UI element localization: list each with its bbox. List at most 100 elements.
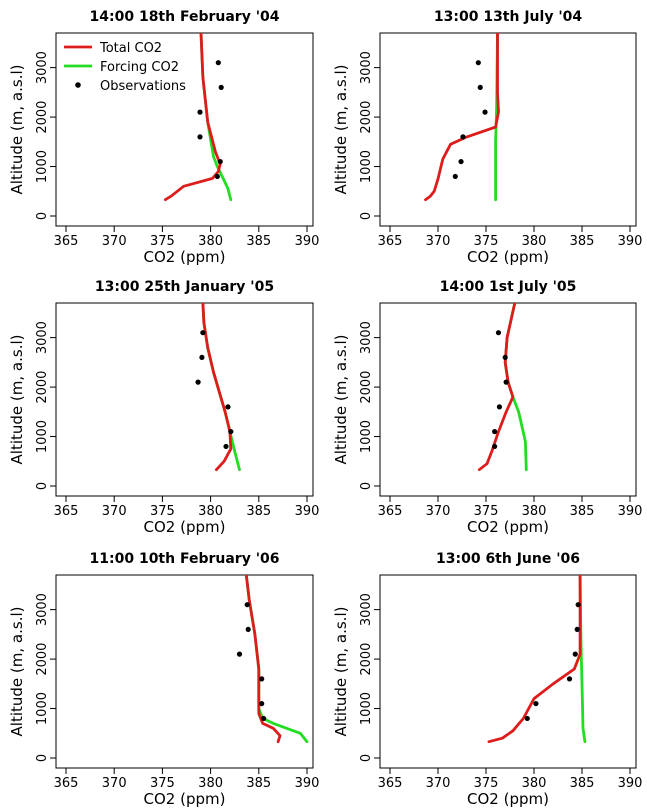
observation-point (566, 676, 573, 682)
plot-area (477, 303, 528, 472)
y-tick-label: 3000 (35, 51, 50, 84)
observation-point (575, 602, 581, 608)
y-axis-label: Altitude (m, a.s.l) (332, 65, 350, 195)
x-tick-label: 380 (198, 776, 223, 791)
plot-frame (55, 302, 314, 497)
x-tick-label: 365 (54, 504, 79, 519)
observation-point (228, 428, 234, 435)
x-tick-label: 365 (54, 776, 79, 791)
observation-point (496, 404, 503, 410)
panel-title: 11:00 10th February '06 (90, 551, 280, 567)
observation-point (452, 173, 458, 180)
x-axis-label: CO2 (ppm) (467, 248, 549, 266)
observation-point (502, 354, 508, 361)
observation-point (503, 379, 509, 385)
chart-panel-3: 13:00 25th January '05 365 370 375 380 385 390… (8, 279, 319, 536)
x-tick-label: 375 (474, 234, 499, 249)
observation-point (460, 134, 466, 140)
y-axis-label: Altitude (m, a.s.l) (8, 607, 26, 737)
x-tick-label: 385 (570, 234, 595, 249)
y-tick-label: 0 (35, 754, 50, 762)
chart-panel-5: 11:00 10th February '06 365 370 375 380 385 39… (8, 551, 319, 808)
x-tick-label: 370 (426, 234, 451, 249)
x-axis-label: CO2 (ppm) (467, 518, 549, 536)
x-tick-label: 370 (102, 234, 127, 249)
x-tick-label: 380 (198, 504, 223, 519)
total-co2-line (201, 303, 233, 472)
x-tick-label: 370 (102, 776, 127, 791)
y-axis-label: Altitude (m, a.s.l) (332, 335, 350, 465)
panel-title: 13:00 25th January '05 (95, 279, 274, 295)
y-tick-label: 1000 (359, 420, 374, 453)
y-tick-label: 1000 (35, 692, 50, 725)
y-tick-label: 1000 (35, 150, 50, 183)
chart-panel-6: 13:00 6th June '06 365 370 375 380 385 390 0 100… (332, 551, 642, 808)
x-tick-label: 380 (198, 234, 223, 249)
forcing-co2-line (244, 575, 309, 744)
x-tick-label: 390 (618, 504, 643, 519)
chart-panel-2: 13:00 13th July '04 365 370 375 380 385 390 0 10… (332, 9, 642, 266)
x-axis-label: CO2 (ppm) (467, 790, 549, 808)
total-co2-line (244, 575, 282, 744)
observation-point (492, 443, 498, 450)
y-tick-label: 1000 (35, 420, 50, 453)
panel-title: 13:00 6th June '06 (436, 551, 580, 567)
x-tick-label: 385 (246, 504, 271, 519)
y-tick-label: 3000 (359, 51, 374, 84)
y-tick-label: 2000 (359, 101, 374, 134)
y-tick-label: 2000 (35, 371, 50, 404)
observation-point (572, 651, 578, 657)
legend-label: Observations (100, 79, 186, 94)
x-tick-label: 380 (522, 776, 547, 791)
y-axis-label: Altitude (m, a.s.l) (8, 335, 26, 465)
observation-point (236, 651, 243, 657)
x-tick-label: 390 (295, 504, 320, 519)
observation-point (477, 84, 483, 91)
x-tick-label: 375 (150, 504, 175, 519)
observation-point (259, 676, 265, 682)
observation-point (223, 443, 229, 450)
y-axis-label: Altitude (m, a.s.l) (332, 607, 350, 737)
x-tick-label: 390 (295, 234, 320, 249)
observation-point (214, 173, 220, 180)
plot-frame (55, 32, 314, 227)
y-tick-label: 2000 (35, 101, 50, 134)
x-tick-label: 385 (246, 776, 271, 791)
plot-frame (379, 574, 637, 769)
y-tick-label: 1000 (359, 150, 374, 183)
x-tick-label: 365 (378, 234, 403, 249)
observation-point (199, 354, 205, 361)
chart-panel-1: 14:00 18th February '04 365 370 375 380 385 39… (8, 9, 319, 266)
observation-point (195, 379, 201, 385)
total-co2-line (487, 575, 582, 744)
observation-point (482, 109, 488, 115)
y-tick-label: 0 (35, 212, 50, 220)
observation-point (244, 602, 250, 608)
x-axis-label: CO2 (ppm) (144, 248, 226, 266)
x-tick-label: 385 (570, 504, 595, 519)
panel-title: 13:00 13th July '04 (434, 9, 582, 25)
plot-area (487, 575, 587, 744)
observation-point (245, 626, 251, 633)
x-tick-label: 375 (474, 504, 499, 519)
observation-point (197, 109, 203, 115)
observation-point (261, 715, 267, 722)
observation-point (197, 134, 203, 140)
legend-swatch-point (75, 82, 81, 88)
x-tick-label: 375 (150, 234, 175, 249)
observation-point (217, 158, 223, 165)
y-tick-label: 2000 (359, 643, 374, 676)
x-tick-label: 370 (426, 776, 451, 791)
observation-point (200, 330, 206, 336)
plot-frame (379, 32, 637, 227)
total-co2-line (477, 303, 517, 472)
observation-point (475, 60, 481, 66)
x-tick-label: 365 (378, 776, 403, 791)
x-axis-label: CO2 (ppm) (144, 518, 226, 536)
observation-point (215, 60, 221, 66)
observation-point (495, 330, 502, 336)
legend-label: Forcing CO2 (100, 60, 179, 75)
y-tick-label: 3000 (359, 321, 374, 354)
plot-area (195, 303, 241, 472)
